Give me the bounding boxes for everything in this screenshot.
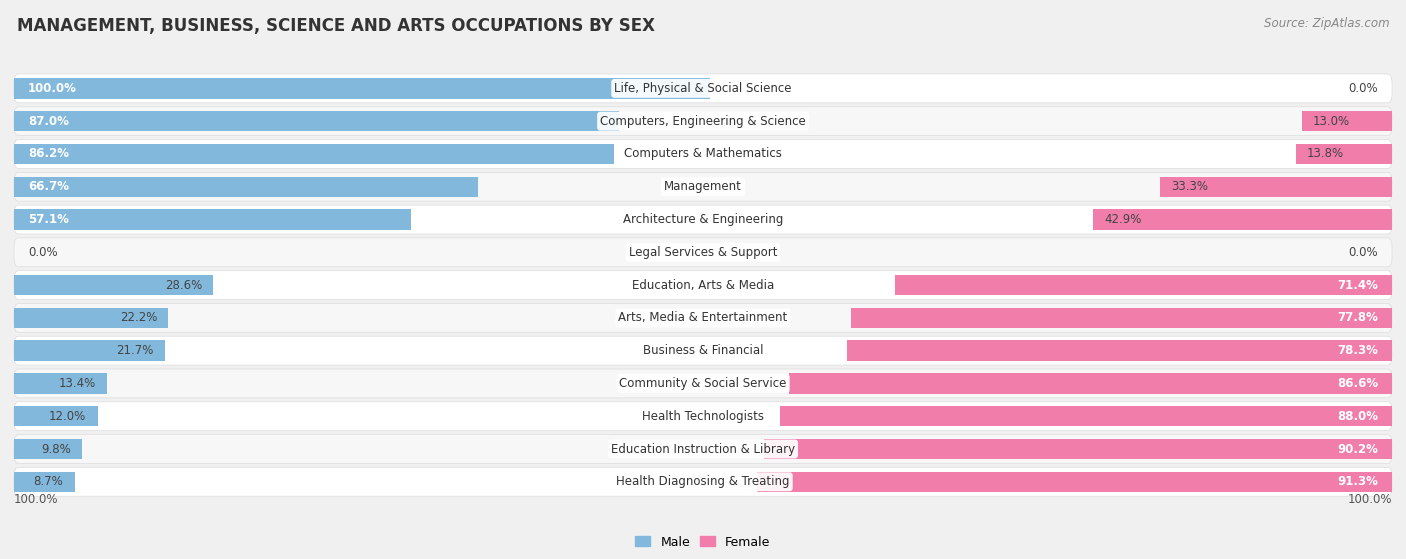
Text: 9.8%: 9.8% xyxy=(41,443,72,456)
Text: MANAGEMENT, BUSINESS, SCIENCE AND ARTS OCCUPATIONS BY SEX: MANAGEMENT, BUSINESS, SCIENCE AND ARTS O… xyxy=(17,17,655,35)
Text: 22.2%: 22.2% xyxy=(120,311,157,324)
FancyBboxPatch shape xyxy=(14,205,1392,234)
Text: 0.0%: 0.0% xyxy=(1348,82,1378,95)
Text: 0.0%: 0.0% xyxy=(1348,246,1378,259)
Bar xyxy=(14,472,75,492)
Text: Health Diagnosing & Treating: Health Diagnosing & Treating xyxy=(616,475,790,489)
Text: Community & Social Service: Community & Social Service xyxy=(619,377,787,390)
Bar xyxy=(14,439,82,459)
Text: 28.6%: 28.6% xyxy=(165,278,202,292)
Bar xyxy=(14,275,214,295)
Text: 13.4%: 13.4% xyxy=(59,377,96,390)
Text: Computers & Mathematics: Computers & Mathematics xyxy=(624,148,782,160)
Text: 0.0%: 0.0% xyxy=(28,246,58,259)
FancyBboxPatch shape xyxy=(14,238,1392,267)
FancyBboxPatch shape xyxy=(14,336,1392,365)
Bar xyxy=(14,78,710,98)
Bar xyxy=(14,177,478,197)
Bar xyxy=(14,210,412,230)
Text: Arts, Media & Entertainment: Arts, Media & Entertainment xyxy=(619,311,787,324)
Text: Management: Management xyxy=(664,180,742,193)
Bar xyxy=(14,144,614,164)
Text: 100.0%: 100.0% xyxy=(14,494,59,506)
Text: 86.2%: 86.2% xyxy=(28,148,69,160)
Bar xyxy=(1160,177,1392,197)
Text: Architecture & Engineering: Architecture & Engineering xyxy=(623,213,783,226)
Bar xyxy=(765,439,1392,459)
FancyBboxPatch shape xyxy=(14,369,1392,398)
Bar xyxy=(1094,210,1392,230)
Bar xyxy=(779,406,1392,427)
Text: Education Instruction & Library: Education Instruction & Library xyxy=(612,443,794,456)
FancyBboxPatch shape xyxy=(14,271,1392,300)
Text: 13.0%: 13.0% xyxy=(1313,115,1350,127)
Text: 57.1%: 57.1% xyxy=(28,213,69,226)
Bar xyxy=(846,340,1392,361)
FancyBboxPatch shape xyxy=(14,74,1392,103)
FancyBboxPatch shape xyxy=(14,107,1392,136)
Text: 66.7%: 66.7% xyxy=(28,180,69,193)
Bar xyxy=(756,472,1392,492)
Text: Life, Physical & Social Science: Life, Physical & Social Science xyxy=(614,82,792,95)
Text: 78.3%: 78.3% xyxy=(1337,344,1378,357)
Text: Source: ZipAtlas.com: Source: ZipAtlas.com xyxy=(1264,17,1389,30)
Text: 88.0%: 88.0% xyxy=(1337,410,1378,423)
Text: 86.6%: 86.6% xyxy=(1337,377,1378,390)
Text: Health Technologists: Health Technologists xyxy=(643,410,763,423)
Text: Education, Arts & Media: Education, Arts & Media xyxy=(631,278,775,292)
FancyBboxPatch shape xyxy=(14,467,1392,496)
Bar xyxy=(1296,144,1392,164)
FancyBboxPatch shape xyxy=(14,140,1392,168)
Bar xyxy=(14,373,107,394)
FancyBboxPatch shape xyxy=(14,402,1392,430)
Text: 100.0%: 100.0% xyxy=(28,82,77,95)
Bar xyxy=(14,111,620,131)
Bar xyxy=(789,373,1392,394)
Text: Business & Financial: Business & Financial xyxy=(643,344,763,357)
Text: Legal Services & Support: Legal Services & Support xyxy=(628,246,778,259)
Text: 21.7%: 21.7% xyxy=(117,344,153,357)
Bar xyxy=(14,406,97,427)
Text: 91.3%: 91.3% xyxy=(1337,475,1378,489)
Bar xyxy=(14,340,165,361)
Text: 87.0%: 87.0% xyxy=(28,115,69,127)
FancyBboxPatch shape xyxy=(14,304,1392,332)
Text: 100.0%: 100.0% xyxy=(1347,494,1392,506)
Text: 77.8%: 77.8% xyxy=(1337,311,1378,324)
FancyBboxPatch shape xyxy=(14,172,1392,201)
Text: 13.8%: 13.8% xyxy=(1308,148,1344,160)
Text: 8.7%: 8.7% xyxy=(34,475,63,489)
Text: 42.9%: 42.9% xyxy=(1105,213,1142,226)
FancyBboxPatch shape xyxy=(14,434,1392,463)
Bar xyxy=(851,307,1392,328)
Bar xyxy=(1302,111,1392,131)
Bar xyxy=(896,275,1392,295)
Text: 90.2%: 90.2% xyxy=(1337,443,1378,456)
Text: 71.4%: 71.4% xyxy=(1337,278,1378,292)
Bar xyxy=(14,307,169,328)
Text: 12.0%: 12.0% xyxy=(49,410,86,423)
Text: 33.3%: 33.3% xyxy=(1171,180,1208,193)
Text: Computers, Engineering & Science: Computers, Engineering & Science xyxy=(600,115,806,127)
Legend: Male, Female: Male, Female xyxy=(630,530,776,553)
